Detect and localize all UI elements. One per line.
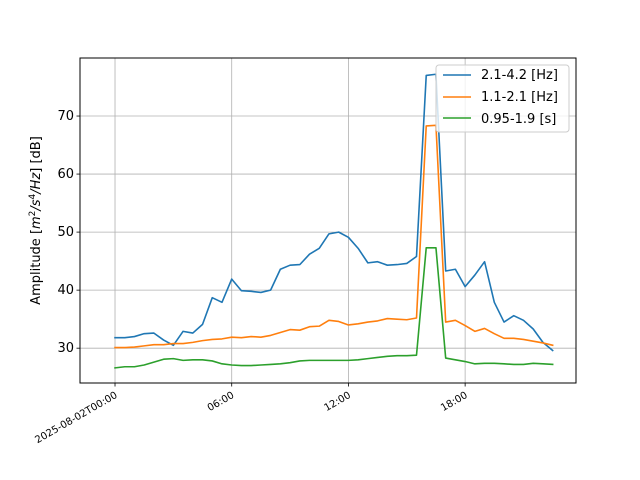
series-line-1 bbox=[114, 73, 554, 352]
series-line-3 bbox=[114, 246, 554, 369]
legend: 2.1-4.2 [Hz] 1.1-2.1 [Hz] 0.95-1.9 [s] bbox=[435, 64, 570, 133]
series-line-2 bbox=[114, 124, 554, 349]
y-label-exp-m: 2 bbox=[28, 211, 38, 217]
y-label-unit-end: /Hz bbox=[29, 172, 44, 195]
y-tick-label: 40 bbox=[57, 283, 74, 298]
legend-label-3: 0.95-1.9 [s] bbox=[481, 112, 556, 127]
y-tick-label: 70 bbox=[57, 109, 74, 124]
legend-box bbox=[435, 64, 570, 133]
y-axis-label: Amplitude [m2/s4/Hz] [dB] bbox=[28, 136, 44, 305]
legend-label-1: 2.1-4.2 [Hz] bbox=[481, 68, 558, 83]
y-label-prefix: Amplitude [ bbox=[29, 229, 44, 305]
legend-label-2: 1.1-2.1 [Hz] bbox=[481, 90, 558, 105]
plot-frame bbox=[79, 57, 577, 384]
y-tick-label: 30 bbox=[57, 341, 74, 356]
y-tick-label: 50 bbox=[57, 225, 74, 240]
y-label-unit-m: m bbox=[29, 216, 44, 229]
series-lines bbox=[114, 73, 554, 369]
y-tick-label: 60 bbox=[57, 167, 74, 182]
y-label-exp-s: 4 bbox=[28, 193, 38, 199]
y-label-suffix: ] [dB] bbox=[29, 136, 44, 173]
y-label-unit-mid: /s bbox=[29, 199, 44, 211]
